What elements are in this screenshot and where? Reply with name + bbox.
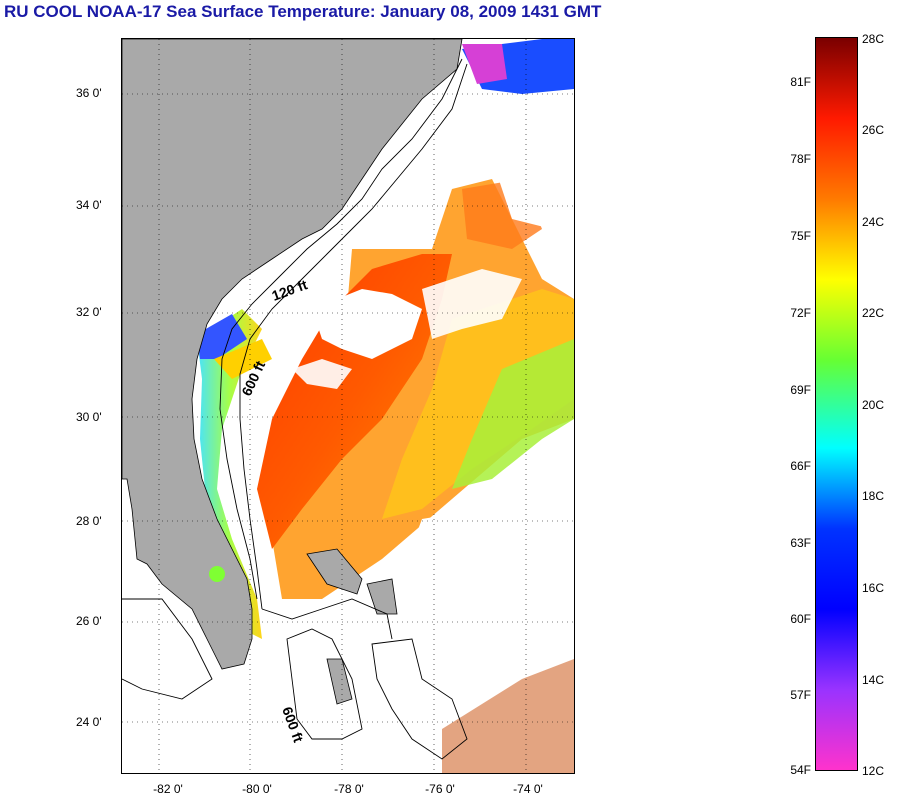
lat-label-24: 24 0'	[76, 715, 102, 729]
lat-label-32: 32 0'	[76, 305, 102, 319]
contour-label-600ft-south: 600 ft	[279, 705, 307, 745]
colorbar-label-18c: 18C	[862, 489, 885, 503]
colorbar-label-78f: 78F	[790, 152, 811, 166]
colorbar-label-54f: 54F	[790, 763, 811, 777]
colorbar-label-22c: 22C	[862, 306, 885, 320]
sst-map: 120 ft 600 ft 600 ft	[121, 38, 575, 774]
map-title: RU COOL NOAA-17 Sea Surface Temperature:…	[4, 2, 602, 21]
lat-label-26: 26 0'	[76, 614, 102, 628]
lon-label-80: -80 0'	[242, 782, 272, 796]
lon-label-78: -78 0'	[334, 782, 364, 796]
colorbar-label-28c: 28C	[862, 32, 885, 46]
colorbar-label-81f: 81F	[790, 75, 811, 89]
lat-label-34: 34 0'	[76, 198, 102, 212]
colorbar-label-14c: 14C	[862, 673, 885, 687]
temperature-colorbar	[815, 37, 858, 771]
colorbar-label-20c: 20C	[862, 398, 885, 412]
cloud-cover	[292, 99, 574, 679]
colorbar-label-75f: 75F	[790, 229, 811, 243]
colorbar-label-69f: 69F	[790, 383, 811, 397]
lat-label-30: 30 0'	[76, 410, 102, 424]
colorbar-label-72f: 72F	[790, 306, 811, 320]
bathymetry-contours	[122, 58, 468, 760]
lon-label-82: -82 0'	[153, 782, 183, 796]
colorbar-label-60f: 60F	[790, 612, 811, 626]
bahamas-islands	[306, 548, 398, 705]
colorbar-label-16c: 16C	[862, 581, 885, 595]
lon-label-74: -74 0'	[513, 782, 543, 796]
colorbar-label-24c: 24C	[862, 215, 885, 229]
colorbar-label-57f: 57F	[790, 688, 811, 702]
lake-okeechobee	[209, 566, 225, 582]
colorbar-label-63f: 63F	[790, 536, 811, 550]
graticule	[122, 39, 574, 773]
lat-label-28: 28 0'	[76, 514, 102, 528]
lat-label-36: 36 0'	[76, 86, 102, 100]
lon-label-76: -76 0'	[425, 782, 455, 796]
land-mass	[122, 39, 463, 670]
colorbar-label-26c: 26C	[862, 123, 885, 137]
colorbar-label-12c: 12C	[862, 764, 885, 778]
colorbar-label-66f: 66F	[790, 459, 811, 473]
